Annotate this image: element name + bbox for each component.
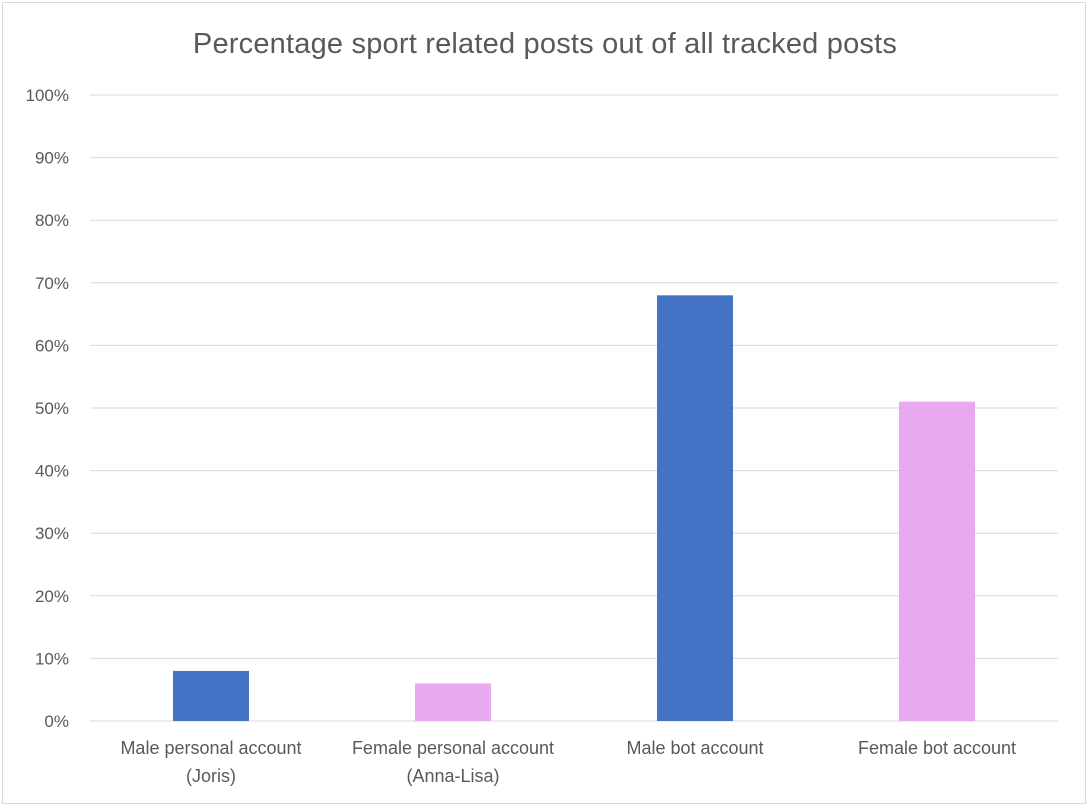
y-tick-label: 50% — [35, 399, 69, 418]
chart-title: Percentage sport related posts out of al… — [192, 28, 898, 60]
y-tick-label: 0% — [44, 712, 69, 731]
y-tick-label: 70% — [35, 274, 69, 293]
bar — [415, 683, 491, 721]
x-axis-tick-labels: Male personal account (Joris) Female perso… — [120, 738, 1016, 786]
x-tick-label: Male bot account — [626, 738, 763, 758]
y-tick-label: 80% — [35, 211, 69, 230]
x-tick-label: (Anna-Lisa) — [406, 766, 499, 786]
x-tick-label: Male personal account — [120, 738, 301, 758]
y-tick-label: 10% — [35, 649, 69, 668]
bar — [657, 295, 733, 721]
bars — [173, 295, 975, 721]
y-tick-label: 30% — [35, 524, 69, 543]
x-tick-label: Female personal account — [352, 738, 554, 758]
y-tick-label: 60% — [35, 336, 69, 355]
y-tick-label: 90% — [35, 149, 69, 168]
y-axis-tick-labels: 0% 10% 20% 30% 40% 50% 60% 70% 80% 90% 100% — [26, 86, 69, 731]
bar — [899, 401, 975, 721]
y-tick-label: 20% — [35, 587, 69, 606]
y-tick-label: 100% — [26, 86, 69, 105]
gridlines — [90, 94, 1058, 722]
x-tick-label: (Joris) — [186, 766, 236, 786]
x-tick-label: Female bot account — [858, 738, 1016, 758]
y-tick-label: 40% — [35, 462, 69, 481]
bar — [173, 670, 249, 721]
